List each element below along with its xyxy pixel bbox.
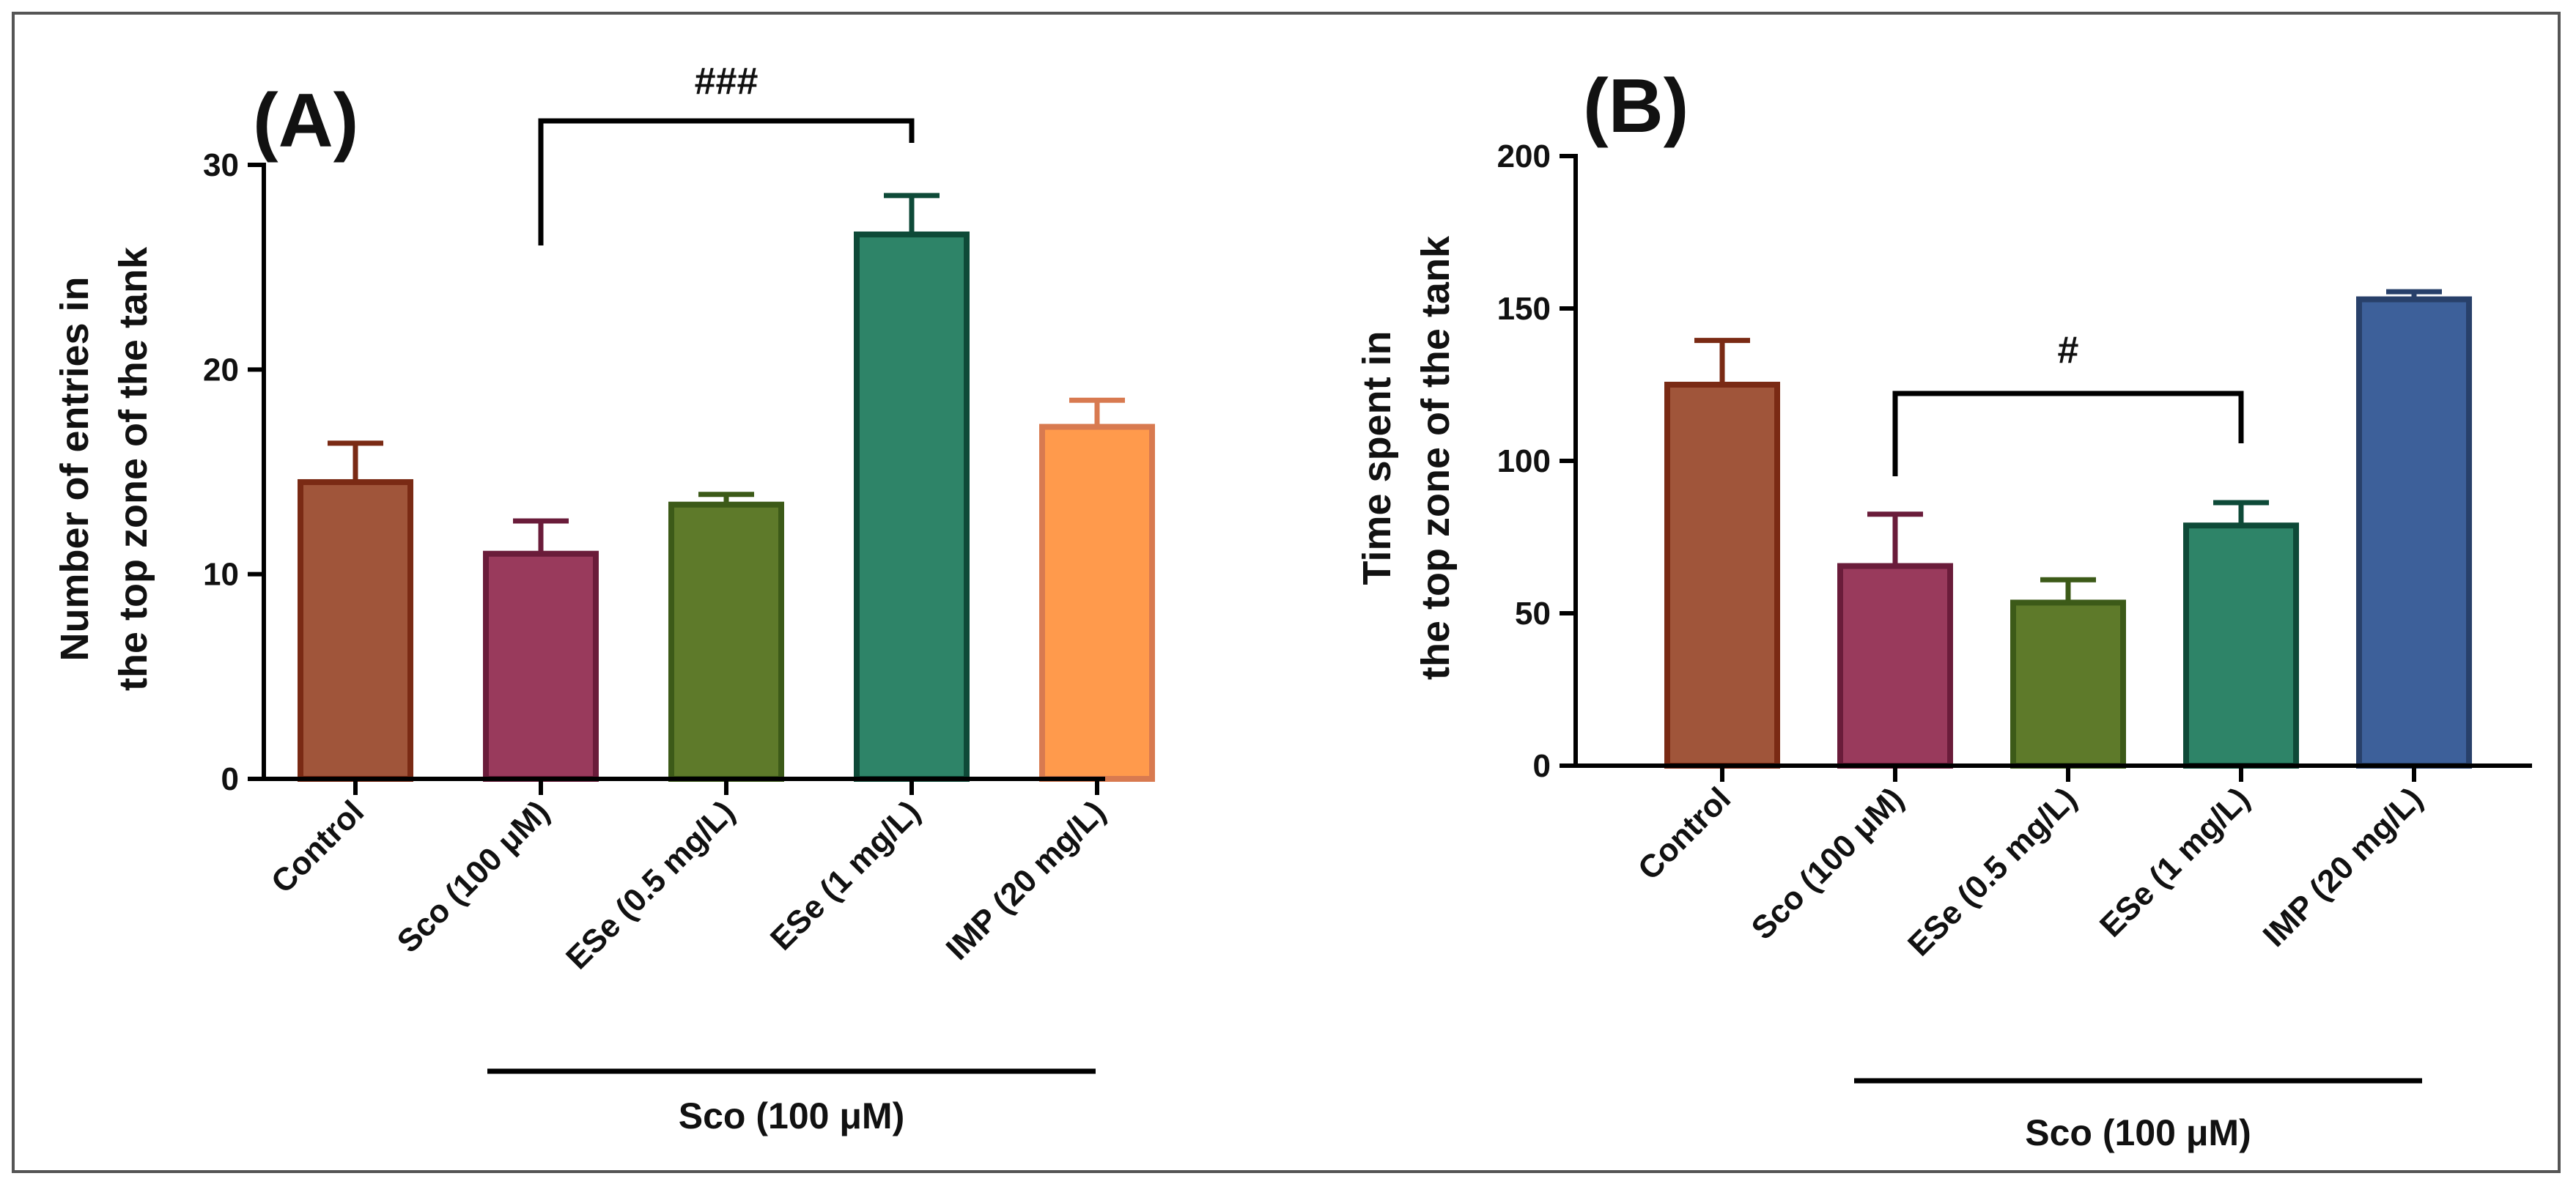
y-axis-title-a-line-2: the top zone of the tank [111,246,155,691]
panel-a-chart: (A) Number of entries in the top zone of… [53,60,1155,1136]
bar-b-2 [2010,599,2126,769]
category-label-a-3: ESe (1 mg/L) [764,794,927,957]
y-tick-label-b-0: 0 [1533,748,1551,784]
bar-a-3 [854,231,970,782]
category-label-b-1: Sco (100 μM) [1744,780,1911,947]
y-tick-label-b-1: 50 [1515,596,1551,632]
y-axis-title-a: Number of entries in the top zone of the… [53,246,155,691]
group-label-a: Sco (100 μM) [679,1095,904,1136]
panel-label-a: (A) [253,78,358,163]
significance-label-a-0: ### [695,60,759,103]
panel-b-chart: (B) Time spent in the top zone of the ta… [1355,64,2532,1153]
category-label-a-1: Sco (100 μM) [390,794,556,960]
category-label-b-2: ESe (0.5 mg/L) [1901,780,2084,963]
y-tick-label-b-2: 100 [1497,443,1551,479]
y-tick-label-a-3: 30 [203,147,239,183]
y-tick-label-a-0: 0 [221,761,239,797]
significance-bracket-b-0 [1892,391,2244,476]
bar-b-4 [2356,296,2472,769]
bar-a-1 [483,550,599,782]
category-label-a-4: IMP (20 mg/L) [940,794,1112,966]
category-label-b-3: ESe (1 mg/L) [2093,780,2256,944]
bar-b-1 [1837,563,1953,769]
y-axis-title-b-line-2: the top zone of the tank [1414,235,1458,680]
y-tick-label-b-3: 150 [1497,291,1551,327]
bar-a-0 [298,478,413,782]
y-tick-label-a-1: 10 [203,557,239,593]
bar-b-0 [1664,382,1780,769]
y-axis-title-a-line-1: Number of entries in [53,276,97,661]
figure-frame [12,12,2561,1173]
y-axis-title-b-line-1: Time spent in [1355,330,1399,585]
significance-label-b-0: # [2058,329,2079,371]
y-axis-title-b: Time spent in the top zone of the tank [1355,235,1458,680]
category-label-b-4: IMP (20 mg/L) [2256,780,2429,953]
y-tick-label-b-4: 200 [1497,138,1551,174]
y-tick-label-a-2: 20 [203,352,239,388]
bar-a-2 [668,501,784,783]
group-label-b: Sco (100 μM) [2025,1112,2251,1153]
bar-a-4 [1039,424,1155,783]
panel-label-b: (B) [1583,64,1689,149]
significance-bracket-a-0 [538,118,915,245]
category-label-a-0: Control [265,794,371,900]
bar-b-3 [2183,522,2299,769]
category-label-b-0: Control [1631,780,1738,887]
category-label-a-2: ESe (0.5 mg/L) [559,794,742,976]
